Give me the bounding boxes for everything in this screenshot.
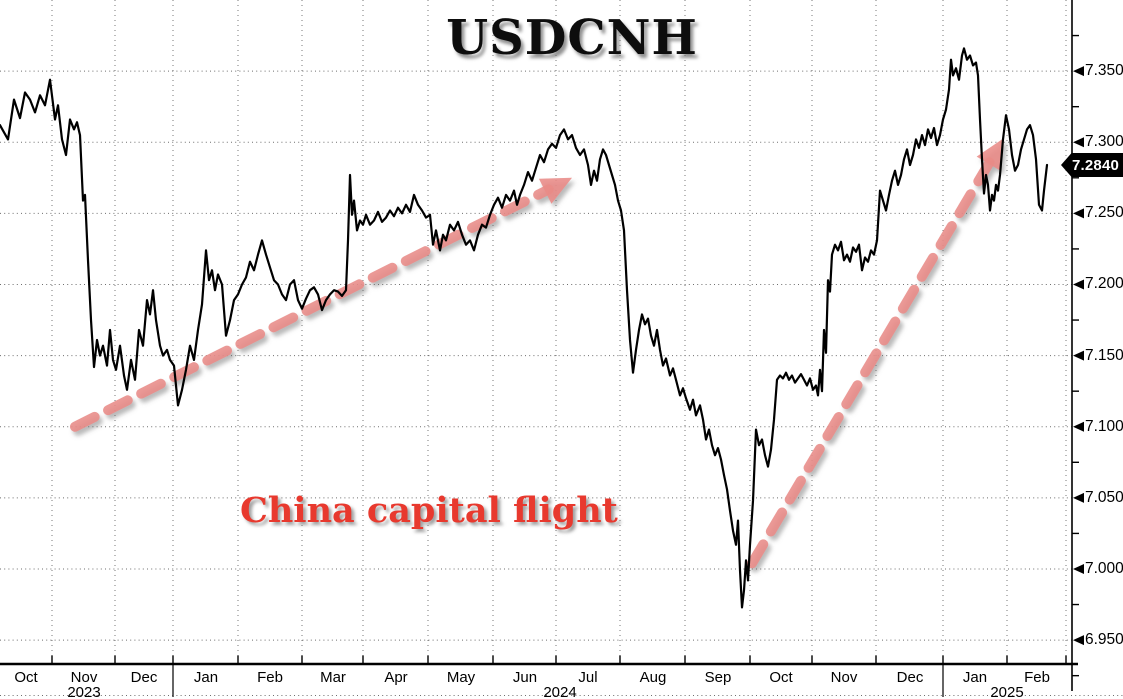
x-year-label: 2025 (990, 684, 1024, 699)
x-month-label: Dec (896, 669, 924, 686)
x-month-label: Sep (704, 669, 732, 686)
y-tick-label: 7.3500 (1085, 62, 1123, 80)
trend-arrows (70, 137, 1004, 569)
y-tick-arrow-icon (1073, 421, 1084, 432)
annotation-china-capital-flight: China capital flight (240, 490, 618, 531)
x-month-label: Feb (1024, 669, 1050, 686)
x-month-label: Oct (14, 669, 38, 686)
trend-arrow-head-1 (538, 177, 572, 204)
y-tick-arrow-icon (1073, 137, 1084, 148)
y-tick-label: 7.1000 (1085, 417, 1123, 435)
last-price-badge: 7.2840 (1061, 153, 1123, 177)
x-month-label: Nov (830, 669, 858, 686)
y-tick-label: 7.2500 (1085, 204, 1123, 222)
y-tick-arrow-icon (1073, 279, 1084, 290)
y-tick-arrow-icon (1073, 635, 1084, 646)
trend-arrow-head-2 (976, 137, 1004, 171)
last-price-value: 7.2840 (1071, 156, 1120, 174)
x-month-label: Jun (512, 669, 538, 686)
y-tick-label: 7.1500 (1085, 346, 1123, 364)
x-month-label: Jul (578, 669, 598, 686)
x-month-label: Nov (70, 669, 98, 686)
y-tick-arrow-icon (1073, 492, 1084, 503)
price-line (0, 47, 1049, 609)
y-tick-label: 6.9500 (1085, 631, 1123, 649)
x-month-label: Feb (257, 669, 283, 686)
y-tick-label: 7.2000 (1085, 275, 1123, 293)
y-tick-label: 7.0500 (1085, 488, 1123, 506)
x-month-label: Jan (962, 669, 988, 686)
x-month-label: Oct (769, 669, 793, 686)
y-tick-label: 7.0000 (1085, 559, 1123, 577)
x-month-label: Mar (320, 669, 346, 686)
x-month-label: May (446, 669, 476, 686)
trend-arrow-shaft-2 (747, 155, 996, 569)
x-year-label: 2023 (67, 684, 101, 699)
y-tick-arrow-icon (1073, 563, 1084, 574)
y-tick-arrow-icon (1073, 208, 1084, 219)
x-month-label: Aug (639, 669, 667, 686)
y-tick-arrow-icon (1073, 350, 1084, 361)
trend-arrow-shaft-1 (70, 184, 554, 432)
x-month-label: Jan (193, 669, 219, 686)
x-month-label: Apr (384, 669, 408, 686)
chart-title: USDCNH (446, 10, 698, 66)
y-tick-arrow-icon (1073, 66, 1084, 77)
y-tick-label: 7.3000 (1085, 133, 1123, 151)
x-month-label: Dec (130, 669, 158, 686)
x-year-label: 2024 (543, 684, 577, 699)
